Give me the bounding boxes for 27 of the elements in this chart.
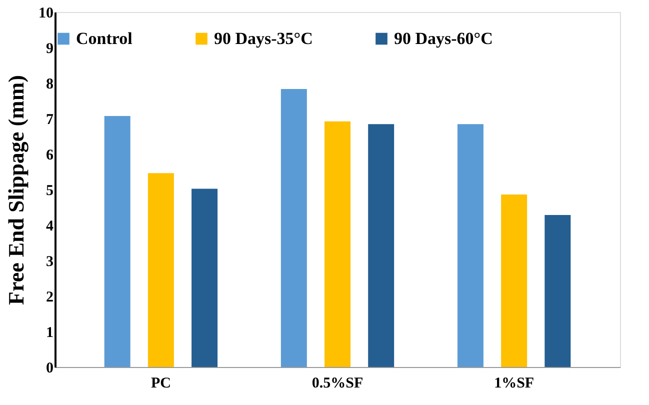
legend-label: Control <box>76 28 133 48</box>
bar <box>457 124 484 367</box>
x-tick-label: PC <box>150 376 171 392</box>
bar <box>544 215 571 367</box>
y-tick-label: 6 <box>46 148 54 164</box>
x-tick-label: 0.5%SF <box>312 376 364 392</box>
bar <box>280 89 307 367</box>
y-tick-label: 0 <box>46 360 54 376</box>
y-tick-label: 7 <box>46 112 54 128</box>
bar <box>148 173 174 367</box>
y-axis-title: Free End Slippage (mm) <box>4 75 28 305</box>
bar <box>324 121 350 367</box>
legend-label: 90 Days-60°C <box>394 28 493 48</box>
bar <box>192 188 218 367</box>
bar <box>104 116 130 367</box>
y-tick-label: 1 <box>46 325 54 341</box>
bar <box>501 194 528 367</box>
legend-label: 90 Days-35°C <box>214 28 313 48</box>
x-tick-label: 1%SF <box>494 376 534 392</box>
y-tick-label: 10 <box>38 6 54 22</box>
y-tick-label: 4 <box>46 218 54 234</box>
y-tick-label: 2 <box>46 290 54 306</box>
bar <box>368 124 394 367</box>
y-tick-label: 5 <box>46 183 54 199</box>
y-tick-label: 9 <box>46 41 54 57</box>
y-tick-label: 8 <box>46 76 54 92</box>
y-tick-label: 3 <box>46 254 54 270</box>
